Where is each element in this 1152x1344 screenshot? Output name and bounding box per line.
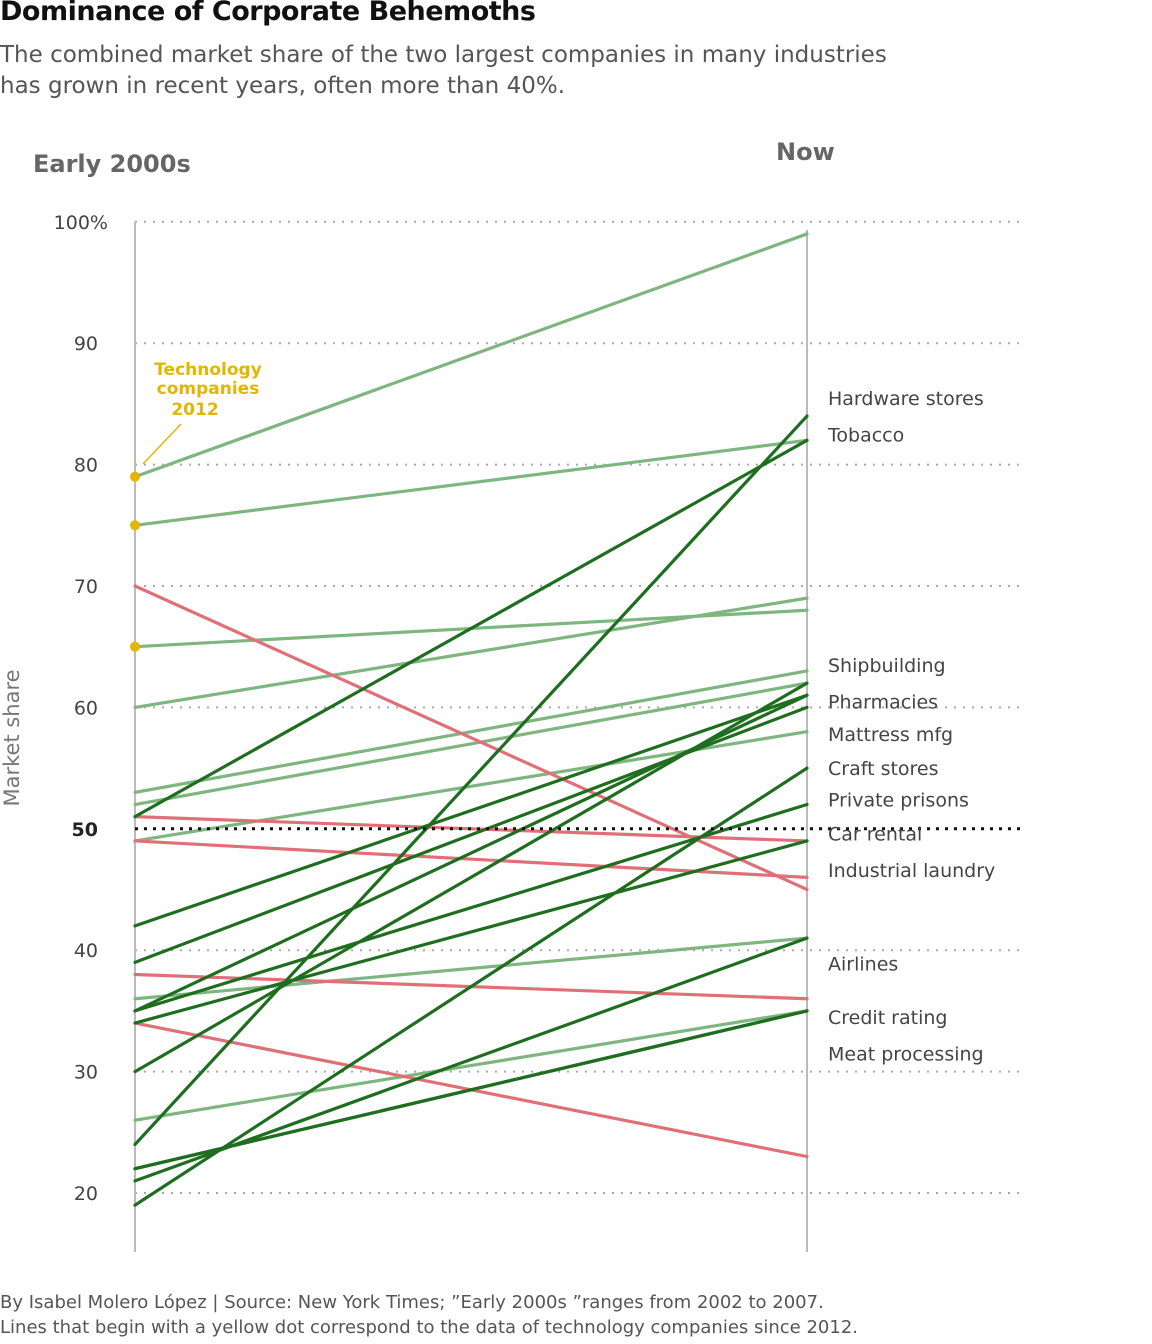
series-label-11: Credit rating — [828, 1007, 947, 1029]
y-tick-100: 100% — [54, 212, 108, 234]
series-line-19 — [133, 936, 809, 1183]
annotation-line-3: 2012 — [171, 400, 218, 420]
series-line-15 — [133, 839, 809, 1025]
series-label-5: Mattress mfg — [828, 724, 953, 746]
series-line-22 — [133, 584, 809, 892]
y-tick-50: 50 — [72, 819, 98, 841]
series-label-8: Car rental — [828, 824, 922, 846]
series-label-12: Meat processing — [828, 1043, 984, 1065]
series-label-9: Industrial laundry — [828, 860, 995, 882]
series-label-7: Private prisons — [828, 790, 969, 812]
footer-line-2: Lines that begin with a yellow dot corre… — [0, 1317, 859, 1338]
tech-annotation: Technology companies 2012 — [142, 360, 262, 465]
y-tick-90: 90 — [74, 333, 98, 355]
y-tick-80: 80 — [74, 455, 98, 477]
series-line-2 — [133, 438, 809, 527]
subtitle-line-1: The combined market share of the two lar… — [0, 42, 887, 68]
y-tick-70: 70 — [74, 576, 98, 598]
series-label-1: Hardware stores — [828, 388, 984, 410]
series-line-6 — [133, 681, 809, 807]
series-label-3: Shipbuilding — [828, 655, 946, 677]
chart-title: Dominance of Corporate Behemoths — [0, 0, 536, 27]
series-labels: Hardware stores Tobacco Shipbuilding Pharma… — [827, 388, 995, 1066]
column-header-early: Early 2000s — [33, 150, 191, 178]
series-label-6: Craft stores — [828, 758, 939, 780]
series-line-4 — [133, 596, 809, 710]
annotation-line-2: companies — [157, 379, 260, 399]
chart-footer: By Isabel Molero López | Source: New Yor… — [0, 1290, 1150, 1340]
tech-dot-1 — [130, 471, 140, 482]
y-axis-label: Market share — [0, 669, 24, 806]
column-axes — [134, 221, 808, 1252]
series-line-9 — [133, 1009, 809, 1122]
tech-dot-3 — [130, 641, 140, 652]
series-line-16 — [133, 681, 809, 1074]
annotation-pointer — [142, 423, 182, 465]
y-tick-labels: 20 30 40 50 60 70 80 90 100% — [54, 212, 108, 1205]
tech-dot-2 — [130, 520, 140, 531]
series-line-11 — [133, 414, 809, 1147]
tech-dots — [130, 471, 140, 652]
y-tick-60: 60 — [74, 697, 98, 719]
column-header-now: Now — [776, 138, 835, 166]
series-label-10: Airlines — [828, 954, 898, 976]
y-tick-40: 40 — [74, 940, 98, 962]
series-line-12 — [133, 693, 809, 928]
series-line-5 — [133, 669, 809, 794]
series-line-18 — [133, 802, 809, 1013]
y-tick-30: 30 — [74, 1062, 98, 1084]
series-line-17 — [133, 766, 809, 1207]
y-tick-20: 20 — [74, 1183, 98, 1205]
series-line-10 — [133, 438, 809, 819]
series-label-2: Tobacco — [827, 424, 904, 446]
footer-line-1: By Isabel Molero López | Source: New Yor… — [0, 1292, 824, 1313]
series-line-1 — [133, 232, 809, 479]
annotation-line-1: Technology — [154, 360, 262, 380]
series-line-24 — [133, 839, 809, 879]
series-label-4: Pharmacies — [828, 691, 938, 713]
series-line-8 — [133, 936, 809, 1001]
chart-subtitle: The combined market share of the two lar… — [0, 40, 1000, 102]
series-line-13 — [133, 705, 809, 964]
series-strong — [133, 414, 809, 1207]
subtitle-line-2: has grown in recent years, often more th… — [0, 73, 566, 99]
series-line-21 — [133, 1009, 809, 1171]
